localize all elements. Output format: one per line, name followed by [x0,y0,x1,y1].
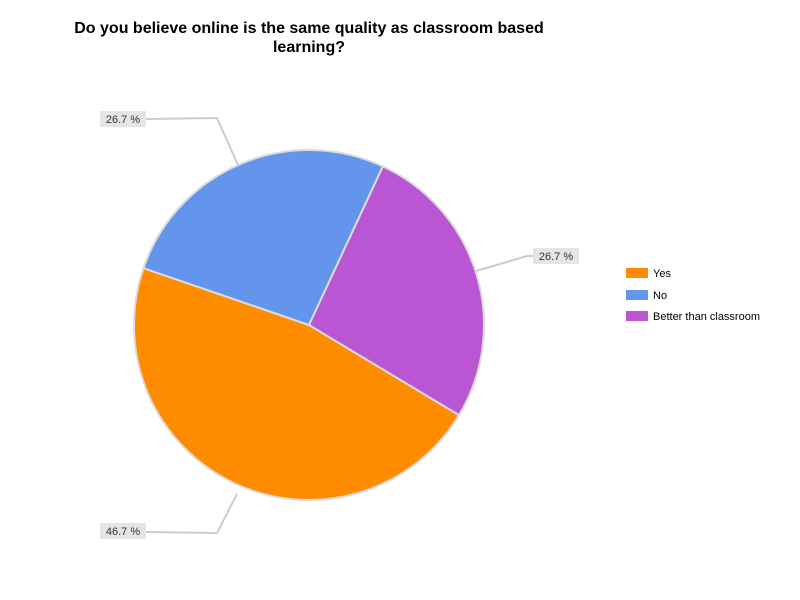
pie-label-yes: 46.7 % [100,523,146,539]
leader-line-better [475,255,533,272]
pie-percent-labels: 46.7 % 26.7 % 26.7 % [100,111,579,539]
legend-swatch-yes [626,268,648,278]
pie-label-text-no: 26.7 % [106,114,140,126]
pie-label-box-better [533,248,579,264]
pie-label-text-yes: 46.7 % [106,526,140,538]
pie-slices [133,149,485,501]
pie-label-text-better: 26.7 % [539,251,573,263]
leader-line-no [145,116,239,166]
pie-slice-no [142,149,385,327]
legend-label-yes: Yes [653,268,671,280]
legend-swatch-no [626,290,648,300]
legend: Yes No Better than classroom [626,268,760,323]
pie-label-no: 26.7 % [100,111,146,127]
pie-leader-lines [145,116,533,535]
chart-title-line-2: learning? [273,39,345,56]
pie-slice-yes [133,266,461,501]
leader-line-yes [145,493,238,535]
legend-item-no: No [626,290,667,302]
pie-label-better: 26.7 % [533,248,579,264]
legend-label-no: No [653,290,667,302]
pie-label-box-yes [100,523,146,539]
chart-title: Do you believe online is the same qualit… [74,20,544,56]
legend-swatch-better [626,311,648,321]
pie-slice-better [307,165,485,417]
legend-item-yes: Yes [626,268,671,280]
legend-item-better: Better than classroom [626,311,760,323]
pie-label-box-no [100,111,146,127]
chart-title-line-1: Do you believe online is the same qualit… [74,20,544,37]
legend-label-better: Better than classroom [653,311,760,323]
